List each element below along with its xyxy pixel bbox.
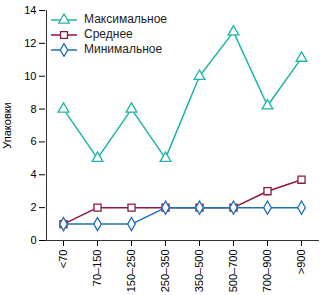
svg-text:150–250: 150–250 — [125, 250, 137, 293]
svg-text:Упаковки: Упаковки — [1, 102, 13, 148]
html-text:Минимальное: Минимальное — [84, 42, 163, 56]
svg-text:700–900: 700–900 — [261, 250, 273, 293]
svg-text:0: 0 — [30, 234, 36, 246]
html-text:Максимальное: Максимальное — [84, 12, 167, 26]
svg-text:10: 10 — [24, 70, 36, 82]
svg-text:350–500: 350–500 — [193, 250, 205, 293]
svg-text:8: 8 — [30, 103, 36, 115]
svg-text:70–150: 70–150 — [91, 250, 103, 287]
svg-text:4: 4 — [30, 168, 36, 180]
svg-text:14: 14 — [24, 4, 36, 16]
svg-text:>900: >900 — [295, 250, 307, 275]
html-text:Среднее: Среднее — [84, 27, 133, 41]
svg-text:<70: <70 — [57, 250, 69, 269]
svg-text:500–700: 500–700 — [227, 250, 239, 293]
svg-text:2: 2 — [30, 201, 36, 213]
svg-text:250–350: 250–350 — [159, 250, 171, 293]
svg-text:12: 12 — [24, 37, 36, 49]
svg-text:6: 6 — [30, 135, 36, 147]
